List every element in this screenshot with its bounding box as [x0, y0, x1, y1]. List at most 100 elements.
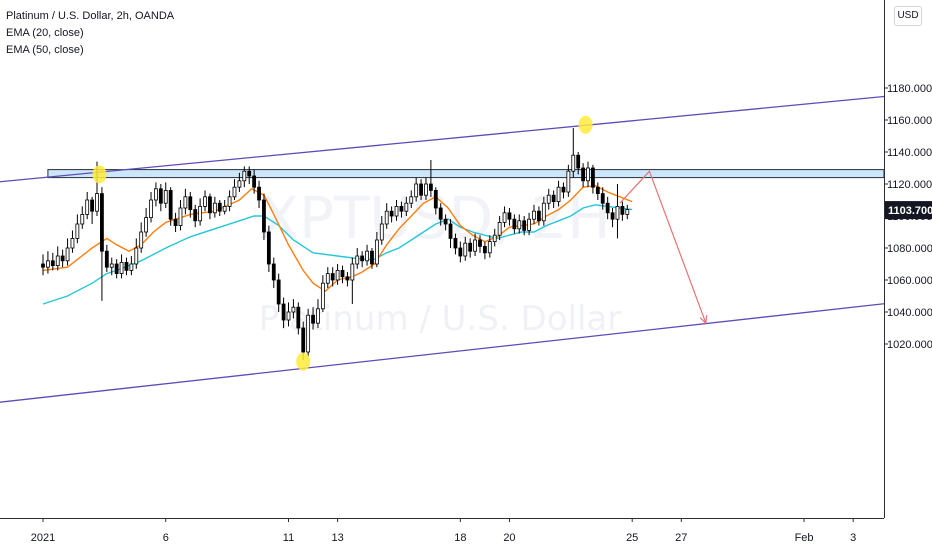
candle [139, 222, 144, 253]
candle-body [532, 210, 536, 220]
candle [556, 180, 561, 207]
projection-arrowhead [699, 315, 708, 325]
candle [448, 219, 453, 248]
candle [605, 196, 610, 220]
candle [217, 200, 222, 216]
candle-body [193, 209, 198, 222]
pivot-marker [296, 352, 311, 371]
candle-body [306, 314, 311, 353]
candle [517, 214, 522, 234]
candle [65, 238, 70, 266]
candle [222, 200, 227, 215]
channel-upper-line [0, 95, 884, 183]
candle-body [350, 263, 355, 281]
candle-body [296, 306, 301, 329]
candle [291, 299, 296, 319]
candle [237, 172, 242, 192]
candle [443, 214, 448, 231]
candle [586, 161, 590, 188]
candle [566, 164, 571, 197]
candle [591, 164, 595, 194]
candle-body [517, 220, 522, 230]
candle-body [433, 189, 438, 209]
candle [419, 179, 423, 200]
candle-body [46, 260, 50, 268]
candle [527, 212, 531, 236]
candle-body [257, 186, 261, 201]
candle-body [360, 255, 365, 262]
candle [168, 187, 173, 226]
candle [129, 256, 134, 276]
candle [335, 264, 340, 285]
candle [502, 206, 507, 228]
candle-body [203, 196, 207, 207]
candle [581, 163, 585, 188]
candle-body [374, 239, 379, 265]
candle-body [541, 202, 546, 222]
candle-body [158, 188, 163, 204]
candle [522, 216, 527, 236]
candle-body [281, 303, 286, 321]
candle-body [492, 234, 497, 242]
candle-body [581, 167, 585, 182]
candle-body [188, 196, 193, 211]
candle [124, 257, 129, 276]
legend-symbol: Platinum / U.S. Dollar, 2h, OANDA [6, 10, 175, 22]
candle [620, 201, 625, 221]
candle [541, 196, 546, 226]
candle [453, 233, 458, 255]
candle-body [227, 196, 232, 207]
candle [610, 208, 615, 228]
candle-body [414, 183, 419, 198]
candle-body [424, 183, 428, 196]
legend-ema50: EMA (50, close) [6, 44, 84, 56]
candle-body [124, 261, 129, 271]
candle [576, 152, 581, 175]
candle-body [546, 194, 551, 204]
time-tick-label: 11 [283, 532, 294, 544]
candle-body [183, 196, 188, 209]
candle-body [100, 193, 104, 252]
candle [247, 166, 252, 184]
candle [409, 190, 414, 208]
candle-body [291, 306, 296, 313]
currency-button[interactable]: USD [894, 6, 922, 26]
candle [183, 188, 188, 215]
candle-body [129, 263, 134, 271]
candle [100, 187, 104, 301]
candle [355, 248, 360, 269]
candle [286, 302, 291, 327]
legend-ema20: EMA (20, close) [6, 27, 84, 39]
candle [75, 214, 80, 244]
candle [468, 238, 473, 258]
candle [497, 216, 502, 240]
candle [571, 128, 576, 178]
candle-body [149, 199, 153, 219]
candle-body [537, 210, 541, 222]
candle-body [212, 202, 217, 214]
candle-body [409, 196, 414, 204]
candle [360, 251, 365, 268]
candle [374, 232, 379, 268]
candle [198, 198, 203, 226]
last-price-tag [885, 201, 932, 220]
candle-body [173, 218, 178, 226]
candle [404, 196, 409, 216]
candle-body [139, 231, 144, 249]
chart-legend: Platinum / U.S. Dollar, 2h, OANDA EMA (2… [6, 8, 174, 59]
candle [158, 184, 163, 212]
candle-body [487, 241, 492, 254]
candle-body [512, 218, 517, 230]
candle-body [566, 170, 571, 193]
price-tick-label: 1160.000 [887, 115, 932, 127]
candle [345, 272, 350, 287]
candle [340, 265, 345, 284]
candle-body [419, 183, 423, 196]
candle [193, 204, 198, 228]
price-tick-label: 1140.000 [887, 147, 932, 159]
candle [60, 249, 65, 268]
candle [433, 187, 438, 215]
